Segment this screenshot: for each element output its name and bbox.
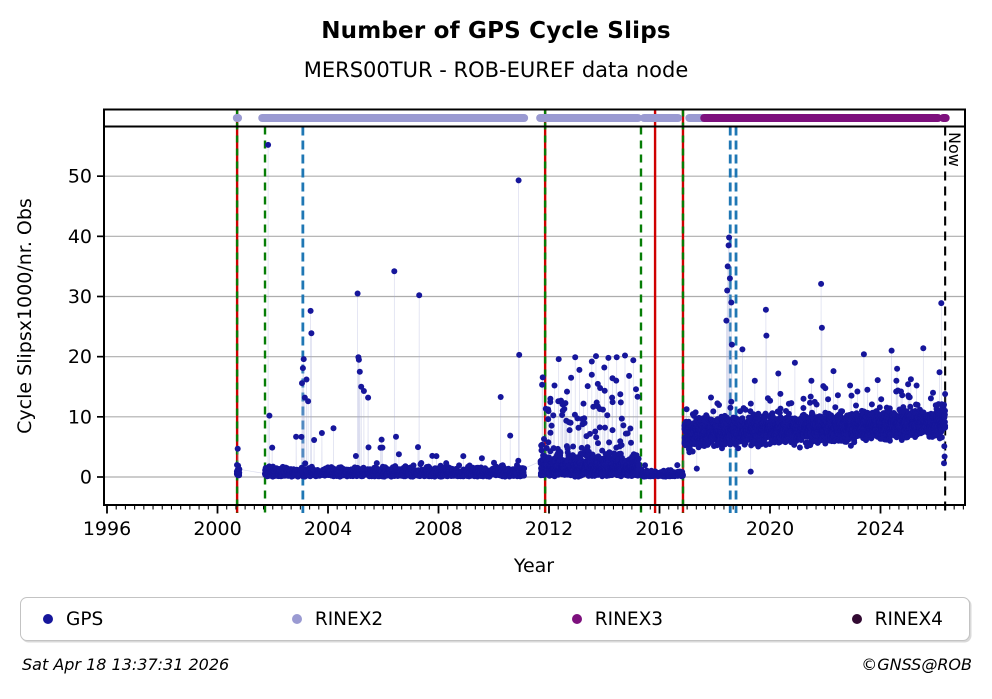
now-annotation: Now [945,132,964,167]
x-axis-label: Year [513,555,554,577]
gps-dot-icon [43,614,53,624]
credit-text: ©GNSS@ROB [861,655,972,674]
legend-label-gps: GPS [66,608,104,630]
rinex4-dot-icon [851,614,862,624]
rinex3-dot-icon [571,614,582,624]
y-axis-label: Cycle Slipsx1000/nr. Obs [14,198,36,434]
chart-subtitle: MERS00TUR - ROB-EUREF data node [303,58,689,82]
axes-frame [103,108,966,506]
legend-label-rinex3: RINEX3 [594,608,664,630]
gridlines [104,175,965,478]
chart-title: Number of GPS Cycle Slips [321,18,671,44]
legend: GPS RINEX2 RINEX3 RINEX4 [20,597,970,641]
legend-label-rinex2: RINEX2 [314,608,384,630]
legend-item-rinex4: RINEX4 [851,608,943,630]
event-lines [235,109,947,513]
legend-item-gps: GPS [43,609,103,630]
gps-points-layer [233,141,949,480]
legend-item-rinex2: RINEX2 [291,608,384,630]
rinex2-dot-icon [291,614,302,624]
legend-item-rinex3: RINEX3 [571,608,664,630]
plot-timestamp: Sat Apr 18 13:37:31 2026 [22,655,230,674]
legend-label-rinex4: RINEX4 [874,608,943,630]
